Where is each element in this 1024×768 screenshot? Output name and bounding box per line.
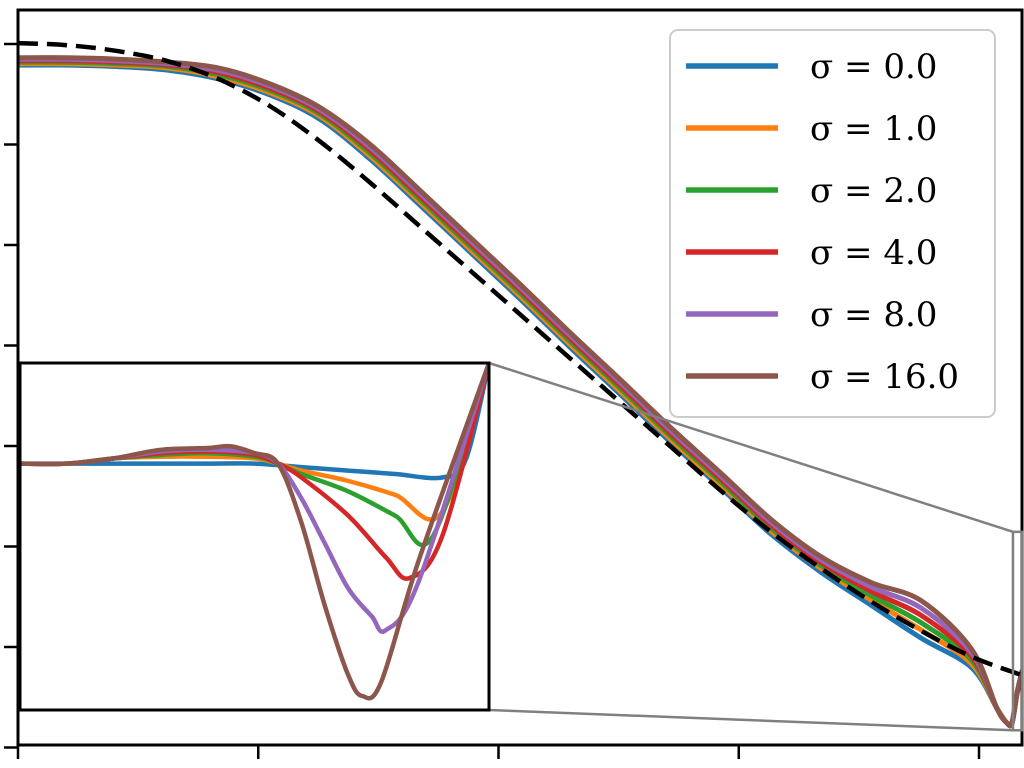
series-line-5 [18,55,1022,729]
zoom-connector-bottom [488,708,1014,732]
axes-border [16,8,1024,747]
legend-label: σ = 16.0 [810,357,959,397]
main-plot-lines [18,40,1022,729]
legend-label: σ = 2.0 [810,171,937,211]
legend-label: σ = 0.0 [810,47,937,87]
axis-ticks [4,42,981,759]
legend: σ = 0.0 σ = 1.0 σ = 2.0 σ = 4.0 σ = 8.0 σ = 1… [669,29,996,418]
legend-label: σ = 4.0 [810,233,937,273]
legend-label: σ = 8.0 [810,295,937,335]
zoom-inset [18,361,1024,732]
inset-border [18,361,491,712]
legend-label: σ = 1.0 [810,109,937,149]
reference-dashed-line [18,40,1022,678]
zoom-region-box [1011,530,1024,732]
inset-series-line-5 [20,363,489,701]
plot-frame [16,8,1024,747]
zoom-connector-top [488,361,1014,534]
inset-background [20,363,489,710]
inset-lines [20,363,489,701]
